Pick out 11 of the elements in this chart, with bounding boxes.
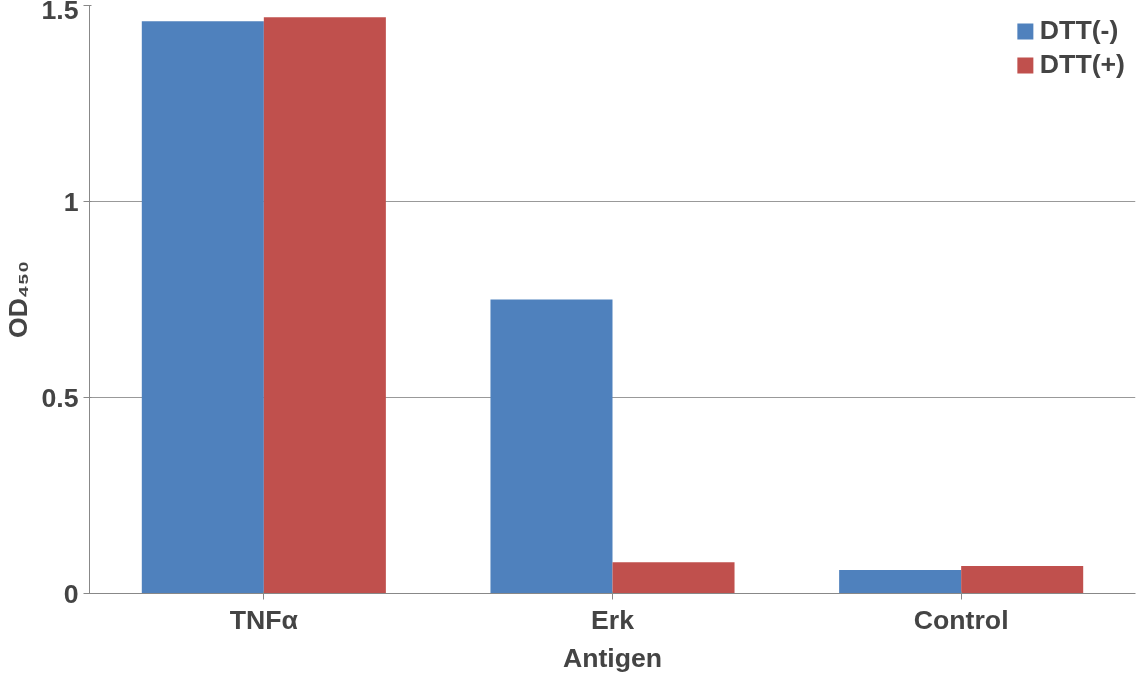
x-tick-label: Erk [591,604,635,635]
y-tick-label: 1.5 [41,0,79,25]
legend-label: DTT(-) [1039,15,1119,46]
y-tick-label: 0.5 [41,382,79,413]
x-tick-label: TNFα [229,604,299,635]
legend-label: DTT(+) [1039,49,1125,80]
y-tick-label: 0 [63,578,79,609]
x-axis-title: Antigen [562,642,663,673]
y-tick-label: 1 [63,186,79,217]
x-tick-label: Control [913,604,1009,635]
y-axis-title: OD₄₅₀ [3,261,34,338]
